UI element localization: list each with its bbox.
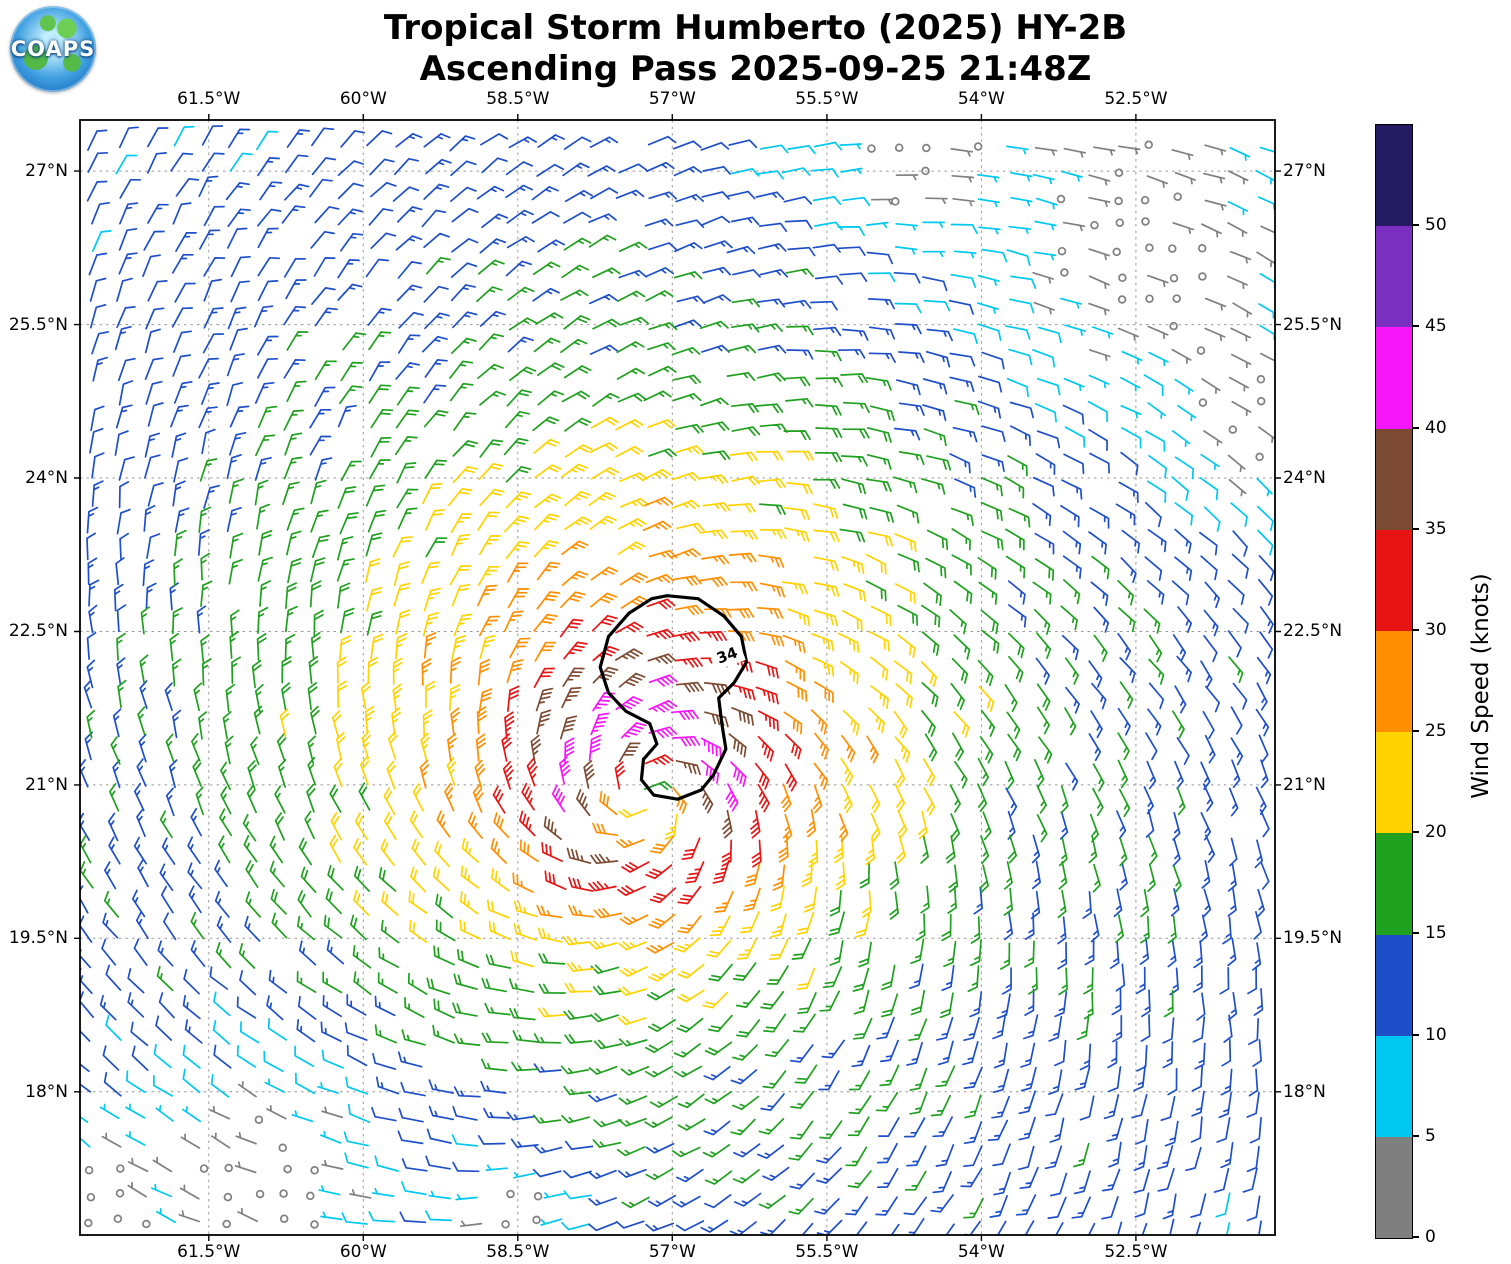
colorbar-segment xyxy=(1376,226,1412,328)
contour-label-34: 34 xyxy=(708,639,746,671)
wind-barb-layer xyxy=(80,125,1275,1235)
wind-barb-layer xyxy=(419,496,879,954)
colorbar-tick xyxy=(1412,1236,1419,1238)
lon-tick-label-bottom: 55.5°W xyxy=(795,1242,859,1262)
gridlines xyxy=(80,120,1275,1235)
chart-title: Tropical Storm Humberto (2025) HY-2B Asc… xyxy=(0,8,1511,91)
wind-barb-map: 34 xyxy=(74,114,1281,1241)
colorbar-segment xyxy=(1376,732,1412,834)
chart-title-line1: Tropical Storm Humberto (2025) HY-2B xyxy=(383,8,1128,48)
colorbar-tick xyxy=(1412,325,1419,328)
lat-tick-label-left: 27°N xyxy=(25,161,68,182)
wind-barb-layer xyxy=(80,234,1244,1219)
wind-radius-34kt-contour xyxy=(598,594,749,801)
colorbar-segment xyxy=(1376,934,1412,1036)
colorbar-tick-label: 40 xyxy=(1425,417,1447,438)
wind-barb-layer xyxy=(492,598,802,905)
colorbar-tick xyxy=(1412,831,1419,834)
lon-tick-label-bottom: 54°W xyxy=(957,1242,1005,1262)
colorbar xyxy=(1375,124,1413,1239)
colorbar-segment xyxy=(1376,428,1412,530)
colorbar-segment xyxy=(1376,630,1412,733)
plot-border xyxy=(79,119,1276,1236)
lon-tick-label-bottom: 60°W xyxy=(339,1242,387,1262)
colorbar-segment xyxy=(1376,1035,1412,1137)
colorbar-tick-label: 25 xyxy=(1425,721,1447,742)
colorbar-tick-label: 45 xyxy=(1425,316,1447,337)
lat-tick-label-right: 21°N xyxy=(1283,774,1326,795)
colorbar-tick-label: 20 xyxy=(1425,822,1447,843)
colorbar-tick xyxy=(1412,932,1419,935)
lat-tick-label-right: 25.5°N xyxy=(1283,314,1343,335)
lon-tick-label-bottom: 61.5°W xyxy=(177,1242,241,1262)
colorbar-tick-label: 5 xyxy=(1425,1125,1436,1146)
lat-tick-label-right: 24°N xyxy=(1283,468,1326,489)
wind-barb-layer xyxy=(80,125,1275,1235)
colorbar-tick xyxy=(1412,426,1419,429)
colorbar-segment xyxy=(1376,529,1412,631)
lon-tick-label-top: 60°W xyxy=(339,89,387,109)
lon-tick-label-bottom: 58.5°W xyxy=(486,1242,550,1262)
coaps-logo-text: COAPS xyxy=(10,37,96,61)
colorbar-tick-label: 30 xyxy=(1425,619,1447,640)
colorbar-tick-label: 50 xyxy=(1425,215,1447,236)
colorbar-tick xyxy=(1412,1033,1419,1036)
lon-tick-label-bottom: 57°W xyxy=(648,1242,696,1262)
lat-tick-label-left: 24°N xyxy=(25,468,68,489)
lat-tick-label-right: 18°N xyxy=(1283,1081,1326,1102)
colorbar-segment xyxy=(1376,833,1412,935)
colorbar-segment xyxy=(1376,125,1412,227)
colorbar-tick-label: 15 xyxy=(1425,923,1447,944)
lon-tick-label-top: 55.5°W xyxy=(795,89,859,109)
lon-tick-label-bottom: 52.5°W xyxy=(1104,1242,1168,1262)
lat-tick-label-right: 19.5°N xyxy=(1283,928,1343,949)
wind-barbs xyxy=(80,125,1275,1235)
coaps-logo: COAPS xyxy=(10,6,96,92)
lat-tick-label-left: 18°N xyxy=(25,1081,68,1102)
colorbar-tick xyxy=(1412,224,1419,227)
colorbar-segment xyxy=(1376,1136,1412,1239)
colorbar-tick-label: 0 xyxy=(1425,1227,1436,1247)
lon-tick-label-top: 52.5°W xyxy=(1104,89,1168,109)
lon-tick-label-top: 58.5°W xyxy=(486,89,550,109)
lat-tick-label-left: 25.5°N xyxy=(8,314,68,335)
colorbar-tick xyxy=(1412,1134,1419,1137)
lat-tick-label-right: 27°N xyxy=(1283,161,1326,182)
axis-ticks xyxy=(74,114,1281,1241)
colorbar-segment xyxy=(1376,327,1412,429)
colorbar-tick xyxy=(1412,628,1419,631)
colorbar-label: Wind Speed (knots) xyxy=(1468,573,1494,799)
wind-barb-layer xyxy=(279,416,995,1026)
lon-tick-label-top: 61.5°W xyxy=(177,89,241,109)
lat-tick-label-left: 21°N xyxy=(25,774,68,795)
wind-barb-layer xyxy=(84,140,1275,1229)
wind-barb-layer xyxy=(551,674,747,813)
lat-tick-label-left: 19.5°N xyxy=(8,928,68,949)
colorbar-tick-label: 35 xyxy=(1425,518,1447,539)
lon-tick-label-top: 57°W xyxy=(648,89,696,109)
colorbar-tick-label: 10 xyxy=(1425,1024,1447,1045)
colorbar-tick xyxy=(1412,527,1419,530)
lon-tick-label-top: 54°W xyxy=(957,89,1005,109)
colorbar-tick xyxy=(1412,730,1419,733)
lat-tick-label-right: 22.5°N xyxy=(1283,621,1343,642)
chart-title-line2: Ascending Pass 2025-09-25 21:48Z xyxy=(419,49,1092,90)
lat-tick-label-left: 22.5°N xyxy=(8,621,68,642)
